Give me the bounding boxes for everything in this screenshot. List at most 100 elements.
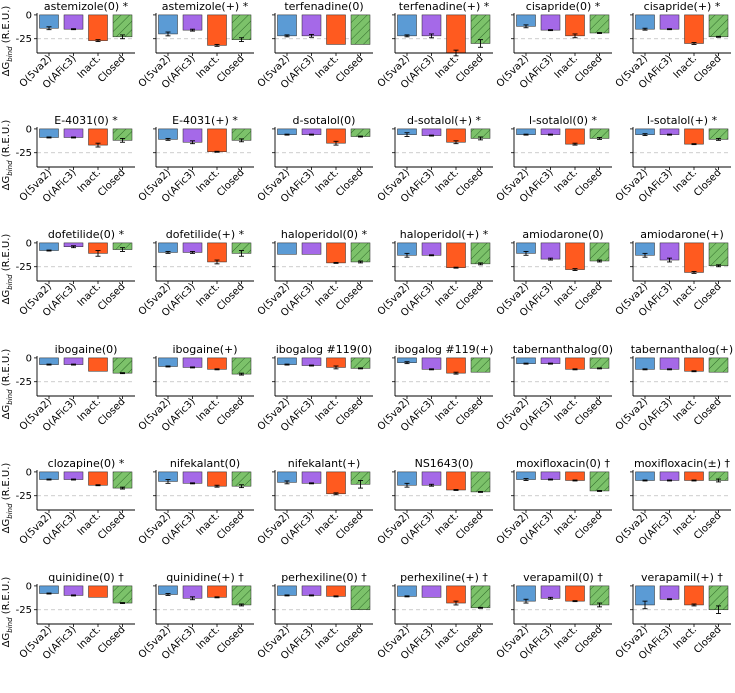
bar-o-afic3- (182, 471, 203, 484)
y-tick-label: -25 (16, 491, 32, 502)
chart-panel: ibogalog #119(0)O(5va2)O(AFic3)Inact.Clo… (256, 343, 373, 434)
y-axis-label-subscript: bind (6, 503, 14, 519)
y-axis-label-subscript: bind (6, 389, 14, 405)
x-tick-label: Closed (454, 510, 486, 542)
x-tick-label: Closed (96, 510, 128, 542)
chart-panel: d-sotalol(0)O(5va2)O(AFic3)Inact.Closed (256, 114, 373, 205)
x-tick-label: Closed (96, 167, 128, 199)
chart-panel: tabernanthalog(+)O(5va2)O(AFic3)Inact.Cl… (614, 343, 733, 434)
bar-closed (112, 14, 133, 38)
bar-inact- (88, 471, 108, 486)
bar-inact- (684, 585, 704, 606)
bar-inact- (565, 357, 585, 370)
bar-o-afic3- (301, 471, 322, 484)
bar-o-5va2- (39, 242, 59, 251)
bar-o-afic3- (540, 14, 561, 31)
bar-closed (350, 14, 371, 45)
bar-closed (470, 242, 491, 265)
bar-closed (589, 128, 610, 139)
bar-o-5va2- (39, 128, 59, 138)
y-axis-label: ΔGbind (R.E.U.) (1, 463, 14, 534)
panel-title: haloperidol(+) * (400, 228, 489, 241)
chart-panel: E-4031(+) *O(5va2)O(AFic3)Inact.Closed (137, 114, 254, 205)
panel-title: tabernanthalog(0) (513, 343, 613, 356)
x-tick-label: Closed (573, 510, 605, 542)
chart-panel: E-4031(0) *O(5va2)O(AFic3)Inact.Closed0-… (1, 114, 135, 205)
panel-title: nifekalant(0) (170, 457, 240, 470)
y-tick-label: 0 (26, 581, 32, 592)
y-tick-label: 0 (26, 467, 32, 478)
bar-o-5va2- (158, 242, 178, 253)
x-tick-label: Closed (215, 396, 247, 428)
y-axis-label: ΔGbind (R.E.U.) (1, 577, 14, 648)
y-axis-label: ΔGbind (R.E.U.) (1, 6, 14, 77)
bar-o-5va2- (277, 14, 297, 37)
chart-panel: terfenadine(0)O(5va2)O(AFic3)Inact.Close… (256, 0, 373, 91)
y-axis-label-subscript: bind (6, 160, 14, 176)
chart-panel: moxifloxacin(±) †O(5va2)O(AFic3)Inact.Cl… (614, 457, 731, 548)
panel-title: haloperidol(0) * (281, 228, 368, 241)
panel-title: d-sotalol(0) (293, 114, 356, 127)
x-tick-label: Closed (215, 624, 247, 656)
chart-panel: ibogaine(0)O(5va2)O(AFic3)Inact.Closed0-… (1, 343, 135, 434)
bar-inact- (88, 585, 108, 598)
y-axis-label-main: ΔG (1, 405, 12, 420)
bar-closed (112, 471, 133, 489)
x-tick-label: Closed (96, 396, 128, 428)
bar-closed (112, 585, 133, 604)
panel-title: verapamil(+) † (641, 571, 723, 584)
chart-panel: haloperidol(+) *O(5va2)O(AFic3)Inact.Clo… (376, 228, 493, 319)
y-axis-label-main: ΔG (1, 176, 12, 191)
panel-title: astemizole(+) * (162, 0, 249, 13)
panel-title: ibogaine(+) (172, 343, 237, 356)
bar-closed (589, 585, 610, 606)
chart-panel: verapamil(0) †O(5va2)O(AFic3)Inact.Close… (495, 571, 612, 662)
bar-o-5va2- (635, 471, 655, 481)
x-tick-label: Closed (215, 53, 247, 85)
chart-panel: perhexiline(+) †O(5va2)O(AFic3)Inact.Clo… (376, 571, 493, 662)
bar-inact- (684, 14, 704, 44)
x-tick-label: Closed (573, 624, 605, 656)
bar-closed (231, 357, 252, 375)
y-axis-label-main: ΔG (1, 519, 12, 534)
chart-panel: amiodarone(+)O(5va2)O(AFic3)Inact.Closed (614, 228, 731, 319)
bar-o-afic3- (659, 14, 680, 30)
bar-o-afic3- (182, 128, 203, 143)
bar-closed (708, 128, 729, 140)
bar-o-afic3- (63, 585, 84, 596)
bar-closed (470, 14, 491, 44)
bar-o-afic3- (659, 242, 680, 261)
x-tick-label: Closed (692, 167, 724, 199)
panel-title: terfenadine(+) * (399, 0, 490, 13)
x-tick-label: Closed (573, 281, 605, 313)
panel-title: moxifloxacin(0) † (516, 457, 610, 470)
panel-title: verapamil(0) † (523, 571, 603, 584)
bar-inact- (446, 14, 466, 54)
panel-title: amiodarone(0) (522, 228, 603, 241)
chart-panel: astemizole(+) *O(5va2)O(AFic3)Inact.Clos… (137, 0, 254, 91)
bar-inact- (326, 242, 346, 264)
panel-title: quinidine(0) † (48, 571, 124, 584)
bar-inact- (326, 585, 346, 597)
bar-inact- (207, 471, 227, 487)
bar-o-5va2- (635, 14, 655, 30)
x-tick-label: Closed (454, 167, 486, 199)
bar-o-afic3- (421, 242, 442, 256)
bar-o-afic3- (540, 585, 561, 599)
bar-inact- (326, 471, 346, 495)
bar-o-afic3- (659, 585, 680, 600)
bar-o-afic3- (421, 128, 442, 136)
panel-title: ibogalog #119(+) (395, 343, 494, 356)
bar-o-afic3- (63, 471, 84, 480)
bar-closed (470, 585, 491, 609)
y-axis-label-units: (R.E.U.) (1, 577, 12, 618)
bar-o-afic3- (659, 471, 680, 481)
bar-o-afic3- (182, 242, 203, 253)
panel-title: d-sotalol(+) * (407, 114, 482, 127)
bar-o-afic3- (63, 357, 84, 365)
panel-title: nifekalant(+) (288, 457, 360, 470)
panel-title: terfenadine(0) (284, 0, 363, 13)
y-axis-label-units: (R.E.U.) (1, 349, 12, 390)
x-tick-label: Closed (573, 167, 605, 199)
